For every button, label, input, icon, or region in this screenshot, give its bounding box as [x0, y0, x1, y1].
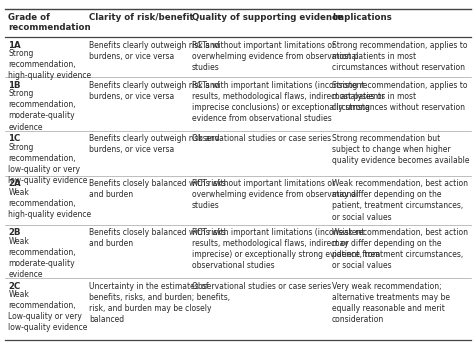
Text: Very weak recommendation;
alternative treatments may be
equally reasonable and m: Very weak recommendation; alternative tr…: [332, 282, 450, 324]
Text: Weak
recommendation,
moderate-quality
evidence: Weak recommendation, moderate-quality ev…: [9, 237, 76, 279]
Text: 1A: 1A: [9, 41, 21, 50]
Text: 1C: 1C: [9, 134, 21, 143]
Text: Benefits closely balanced with risks
and burden: Benefits closely balanced with risks and…: [89, 228, 226, 248]
Text: RCTs without important limitations or
overwhelming evidence from observational
s: RCTs without important limitations or ov…: [192, 41, 358, 72]
Text: Strong recommendation, applies to
most patients in most
circumstances without re: Strong recommendation, applies to most p…: [332, 41, 467, 72]
Text: Strong recommendation, applies to
most patients in most
circumstances without re: Strong recommendation, applies to most p…: [332, 81, 467, 112]
Text: Clarity of risk/benefit: Clarity of risk/benefit: [89, 12, 194, 22]
Text: Benefits clearly outweigh risk and
burdens, or vice versa: Benefits clearly outweigh risk and burde…: [89, 41, 220, 61]
Text: Weak recommendation, best action
may differ depending on the
patient, treatment : Weak recommendation, best action may dif…: [332, 228, 468, 270]
Text: Strong recommendation but
subject to change when higher
quality evidence becomes: Strong recommendation but subject to cha…: [332, 134, 469, 166]
Text: RCTs without important limitations or
overwhelming evidence from observational
s: RCTs without important limitations or ov…: [192, 179, 358, 211]
Text: 2B: 2B: [9, 228, 21, 237]
Text: 1B: 1B: [9, 81, 21, 90]
Text: Weak
recommendation,
high-quality evidence: Weak recommendation, high-quality eviden…: [9, 188, 91, 219]
Text: Uncertainty in the estimates of
benefits, risks, and burden; benefits,
risk, and: Uncertainty in the estimates of benefits…: [89, 282, 230, 324]
Text: Benefits clearly outweigh risk and
burdens, or vice versa: Benefits clearly outweigh risk and burde…: [89, 134, 220, 154]
Text: 2A: 2A: [9, 179, 21, 188]
Text: RCTs with important limitations (inconsistent
results, methodological flaws, ind: RCTs with important limitations (inconsi…: [192, 228, 380, 270]
Text: Observational studies or case series: Observational studies or case series: [192, 282, 331, 291]
Text: Strong
recommendation,
high-quality evidence: Strong recommendation, high-quality evid…: [9, 49, 91, 80]
Text: Observational studies or case series: Observational studies or case series: [192, 134, 331, 143]
Text: Quality of supporting evidence: Quality of supporting evidence: [192, 12, 343, 22]
Text: Benefits closely balanced with risks
and burden: Benefits closely balanced with risks and…: [89, 179, 226, 200]
Text: Weak
recommendation,
Low-quality or very
low-quality evidence: Weak recommendation, Low-quality or very…: [9, 290, 88, 332]
Text: RCTs with important limitations (inconsistent
results, methodological flaws, ind: RCTs with important limitations (inconsi…: [192, 81, 385, 123]
Text: Benefits clearly outweigh risk and
burdens, or vice versa: Benefits clearly outweigh risk and burde…: [89, 81, 220, 101]
Text: Weak recommendation, best action
may differ depending on the
patient, treatment : Weak recommendation, best action may dif…: [332, 179, 468, 222]
Text: 2C: 2C: [9, 282, 21, 291]
Text: Implications: Implications: [332, 12, 392, 22]
Text: Grade of
recommendation: Grade of recommendation: [9, 12, 91, 32]
Text: Strong
recommendation,
moderate-quality
evidence: Strong recommendation, moderate-quality …: [9, 89, 76, 132]
Text: Strong
recommendation,
low-quality or very
low-quality evidence: Strong recommendation, low-quality or ve…: [9, 143, 88, 185]
